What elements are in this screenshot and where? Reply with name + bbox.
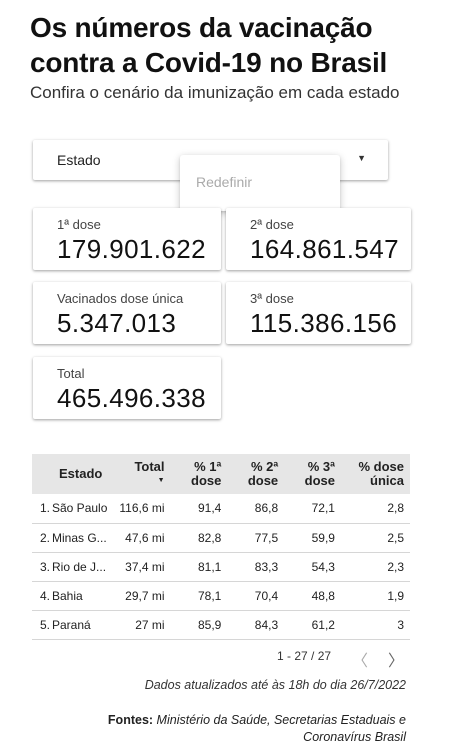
kpi-card-total: Total 465.496.338 <box>33 357 221 419</box>
kpi-value: 5.347.013 <box>57 308 177 338</box>
row-pct1: 82,8 <box>197 530 222 545</box>
row-pct3: 61,2 <box>311 617 335 632</box>
row-pct1: 78,1 <box>197 588 222 603</box>
kpi-card-dose2: 2ª dose 164.861.547 <box>226 208 411 270</box>
row-pct-single: 3 <box>397 617 404 632</box>
chevron-down-icon[interactable]: ▼ <box>357 153 366 163</box>
row-state: Paraná <box>52 617 91 632</box>
reset-button[interactable]: Redefinir <box>196 174 253 190</box>
table-row: 3. Rio de J... 37,4 mi 81,1 83,3 54,3 2,… <box>32 552 410 581</box>
row-pct2: 86,8 <box>254 501 279 516</box>
pagination-status: 1 - 27 / 27 <box>277 649 332 663</box>
states-table: Estado Total ▼ % 1ª dose % 2ª dose % 3ª … <box>32 454 410 640</box>
row-rank: 2. <box>40 530 51 545</box>
row-total: 37,4 mi <box>125 559 165 574</box>
row-pct2: 77,5 <box>254 530 279 545</box>
header-total-label: Total <box>134 459 165 474</box>
header-pct3[interactable]: % 3ª dose <box>304 459 335 488</box>
row-pct3: 59,9 <box>311 530 335 545</box>
header-pct-single[interactable]: % dose única <box>358 459 404 488</box>
table-row: 4. Bahia 29,7 mi 78,1 70,4 48,8 1,9 <box>32 581 410 610</box>
kpi-label: 2ª dose <box>250 217 294 232</box>
page-subtitle: Confira o cenário da imunização em cada … <box>30 83 400 102</box>
table-row: 1. São Paulo 116,6 mi 91,4 86,8 72,1 2,8 <box>32 494 410 523</box>
header-pct2[interactable]: % 2ª dose <box>247 459 279 488</box>
kpi-card-dose3: 3ª dose 115.386.156 <box>226 282 411 344</box>
table-header-row: Estado Total ▼ % 1ª dose % 2ª dose % 3ª … <box>32 454 410 494</box>
table-row: 5. Paraná 27 mi 85,9 84,3 61,2 3 <box>32 610 410 639</box>
kpi-value: 164.861.547 <box>250 234 399 264</box>
row-total: 29,7 mi <box>125 588 165 603</box>
chevron-right-icon[interactable]: 〉 <box>388 653 405 670</box>
row-pct2: 84,3 <box>254 617 279 632</box>
page-title: Os números da vacinação contra a Covid-1… <box>30 12 388 78</box>
chevron-left-icon[interactable]: 〈 <box>352 653 369 670</box>
row-pct1: 91,4 <box>197 501 222 516</box>
update-note: Dados atualizados até às 18h do dia 26/7… <box>144 678 406 692</box>
sources-text: Ministério da Saúde, Secretarias Estadua… <box>156 713 406 744</box>
kpi-label: Total <box>57 366 85 381</box>
row-rank: 5. <box>40 617 51 632</box>
sort-desc-icon: ▼ <box>157 477 165 484</box>
row-pct-single: 2,5 <box>387 530 404 545</box>
kpi-card-single-dose: Vacinados dose única 5.347.013 <box>33 282 221 344</box>
kpi-label: 1ª dose <box>57 217 101 232</box>
row-rank: 4. <box>40 588 51 603</box>
table-row: 2. Minas G... 47,6 mi 82,8 77,5 59,9 2,5 <box>32 523 410 552</box>
row-pct2: 70,4 <box>254 588 279 603</box>
header-state[interactable]: Estado <box>59 466 103 481</box>
row-rank: 3. <box>40 559 51 574</box>
row-pct3: 72,1 <box>311 501 335 516</box>
row-state: Bahia <box>52 588 83 603</box>
row-state: Minas G... <box>52 530 107 545</box>
state-filter-label: Estado <box>57 152 101 168</box>
row-total: 47,6 mi <box>125 530 165 545</box>
kpi-label: Vacinados dose única <box>57 291 184 306</box>
row-pct-single: 1,9 <box>387 588 404 603</box>
row-pct3: 48,8 <box>311 588 335 603</box>
row-pct-single: 2,3 <box>387 559 404 574</box>
row-state: São Paulo <box>52 501 108 516</box>
sources-label: Fontes: <box>107 713 154 727</box>
kpi-label: 3ª dose <box>250 291 294 306</box>
row-state: Rio de J... <box>52 559 107 574</box>
sources-note: Fontes: Ministério da Saúde, Secretarias… <box>86 712 406 746</box>
row-pct2: 83,3 <box>254 559 279 574</box>
row-pct1: 85,9 <box>197 617 222 632</box>
row-rank: 1. <box>40 501 51 516</box>
kpi-card-dose1: 1ª dose 179.901.622 <box>33 208 221 270</box>
row-pct-single: 2,8 <box>387 501 404 516</box>
kpi-value: 115.386.156 <box>250 308 398 338</box>
kpi-value: 465.496.338 <box>57 383 206 413</box>
row-pct3: 54,3 <box>311 559 335 574</box>
header-total[interactable]: Total ▼ <box>113 454 170 494</box>
row-pct1: 81,1 <box>197 559 222 574</box>
kpi-value: 179.901.622 <box>57 234 206 264</box>
header-pct1[interactable]: % 1ª dose <box>191 459 222 488</box>
filter-menu-popup: Redefinir <box>180 155 340 211</box>
row-total: 116,6 mi <box>119 501 165 516</box>
row-total: 27 mi <box>135 617 165 632</box>
